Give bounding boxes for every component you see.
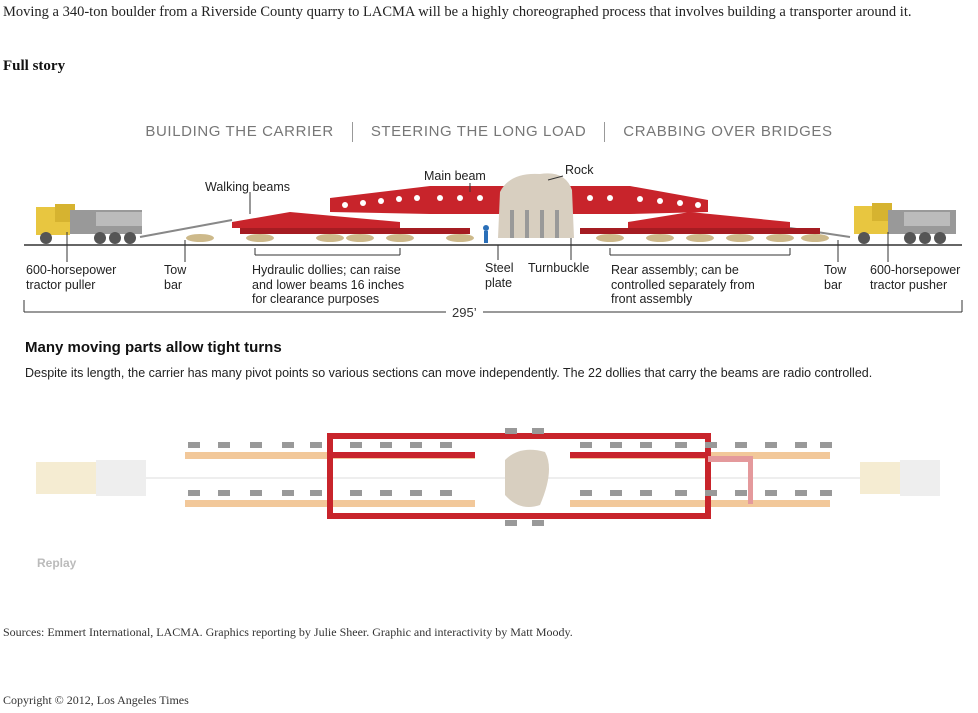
label-hydraulic-dollies: Hydraulic dollies; can raise and lower b… (252, 263, 405, 306)
length-dimension: 295’ (446, 305, 483, 320)
tractor-puller-truck (36, 204, 142, 244)
copyright: Copyright © 2012, Los Angeles Times (3, 693, 189, 707)
top-view-dollies (188, 428, 832, 526)
person-figure (483, 225, 489, 243)
full-story-link[interactable]: Full story (3, 58, 66, 74)
label-tractor-pusher: 600-horsepower tractor pusher (870, 263, 961, 292)
label-main-beam: Main beam (424, 169, 486, 183)
tab-separator (604, 122, 606, 142)
dollies-right (596, 234, 829, 242)
replay-button[interactable]: Replay (37, 556, 77, 570)
carrier-top-view (36, 433, 940, 519)
rock-shape (498, 173, 574, 238)
section-description: Despite its length, the carrier has many… (25, 366, 873, 380)
sources-credit: Sources: Emmert International, LACMA. Gr… (3, 625, 573, 639)
label-tractor-puller: 600-horsepower tractor puller (26, 263, 117, 292)
label-tow-bar-left: Tow bar (164, 263, 187, 292)
tab-crabbing-over-bridges[interactable]: CRABBING OVER BRIDGES (623, 122, 833, 140)
label-steel-plate: Steel plate (485, 261, 514, 290)
tab-steering-the-long-load[interactable]: STEERING THE LONG LOAD (370, 122, 587, 140)
tab-bar: BUILDING THE CARRIER STEERING THE LONG LO… (0, 122, 978, 142)
label-rear-assembly: Rear assembly; can be controlled separat… (611, 263, 755, 306)
steel-plate-columns (510, 210, 559, 238)
intro-text: Moving a 340-ton boulder from a Riversid… (3, 4, 912, 20)
leader-lines (23, 175, 963, 313)
dollies-left (186, 234, 474, 242)
label-rock: Rock (565, 163, 594, 177)
tab-building-the-carrier[interactable]: BUILDING THE CARRIER (145, 122, 334, 140)
walking-beams-right (580, 212, 820, 234)
walking-beams-left (232, 212, 470, 234)
tow-bar-left (139, 219, 233, 238)
tractor-pusher-truck (854, 203, 956, 244)
tab-separator (351, 122, 353, 142)
section-heading: Many moving parts allow tight turns (25, 339, 282, 356)
label-walking-beams: Walking beams (205, 180, 290, 194)
label-turnbuckle: Turnbuckle (528, 261, 590, 275)
label-tow-bar-right: Tow bar (824, 263, 847, 292)
